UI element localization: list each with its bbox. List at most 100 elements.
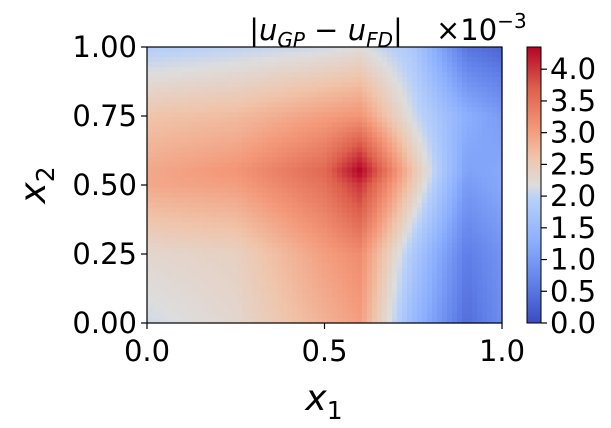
heatmap-cell <box>307 207 313 214</box>
heatmap-cell <box>492 312 498 319</box>
heatmap-cell <box>467 187 473 194</box>
heatmap-cell <box>477 172 483 179</box>
heatmap-cell <box>342 62 348 68</box>
heatmap-cell <box>462 222 468 229</box>
heatmap-cell <box>232 202 238 209</box>
heatmap-cell <box>207 232 213 239</box>
heatmap-cell <box>377 102 383 108</box>
heatmap-cell <box>372 297 378 304</box>
heatmap-cell <box>397 62 403 68</box>
heatmap-cell <box>257 292 263 299</box>
heatmap-cell <box>307 197 313 204</box>
heatmap-cell <box>237 122 243 128</box>
heatmap-cell <box>222 242 228 249</box>
heatmap-cell <box>307 262 313 269</box>
heatmap-cell <box>462 272 468 279</box>
heatmap-cell <box>217 157 223 164</box>
heatmap-cell <box>302 47 308 53</box>
heatmap-cell <box>207 62 213 68</box>
heatmap-cell <box>357 107 363 113</box>
heatmap-cell <box>212 297 218 304</box>
heatmap-cell <box>147 282 153 289</box>
heatmap-cell <box>292 112 298 118</box>
heatmap-cell <box>342 152 348 158</box>
heatmap-cell <box>397 52 403 58</box>
heatmap-cell <box>452 267 458 274</box>
heatmap-cell <box>437 237 443 244</box>
heatmap-cell <box>307 132 313 138</box>
heatmap-cell <box>157 297 163 304</box>
heatmap-cell <box>282 132 288 138</box>
heatmap-cell <box>182 227 188 234</box>
heatmap-cell <box>292 237 298 244</box>
heatmap-cell <box>247 172 253 179</box>
heatmap-cell <box>432 157 438 164</box>
heatmap-cell <box>497 302 503 309</box>
heatmap-cell <box>487 132 493 138</box>
heatmap-cell <box>297 267 303 274</box>
heatmap-cell <box>292 252 298 259</box>
heatmap-cell <box>172 287 178 294</box>
heatmap-cell <box>147 297 153 304</box>
heatmap-cell <box>157 277 163 284</box>
heatmap-cell <box>352 132 358 138</box>
heatmap-cell <box>227 282 233 289</box>
heatmap-cell <box>387 167 393 174</box>
heatmap-cell <box>477 52 483 58</box>
heatmap-cell <box>187 57 193 63</box>
heatmap-cell <box>477 87 483 93</box>
heatmap-cell <box>152 312 158 319</box>
heatmap-cell <box>407 127 413 133</box>
heatmap-cell <box>442 102 448 108</box>
heatmap-cell <box>417 87 423 93</box>
heatmap-cell <box>432 187 438 194</box>
heatmap-cell <box>367 112 373 118</box>
heatmap-cell <box>477 307 483 314</box>
heatmap-cell <box>267 152 273 158</box>
heatmap-cell <box>187 187 193 194</box>
heatmap-cell <box>447 182 453 189</box>
heatmap-cell <box>347 242 353 249</box>
heatmap-cell <box>497 192 503 199</box>
heatmap-cell <box>422 142 428 148</box>
heatmap-cell <box>412 72 418 78</box>
heatmap-cell <box>357 147 363 153</box>
heatmap-cell <box>432 237 438 244</box>
heatmap-cell <box>492 187 498 194</box>
heatmap-cell <box>242 287 248 294</box>
heatmap-cell <box>382 227 388 234</box>
heatmap-cell <box>322 207 328 214</box>
heatmap-cell <box>147 302 153 309</box>
heatmap-cell <box>377 227 383 234</box>
heatmap-cell <box>397 187 403 194</box>
heatmap-cell <box>482 202 488 209</box>
heatmap-cell <box>447 197 453 204</box>
heatmap-cell <box>247 282 253 289</box>
heatmap-cell <box>437 127 443 133</box>
heatmap-cell <box>152 157 158 164</box>
heatmap-cell <box>157 47 163 53</box>
heatmap-cell <box>447 52 453 58</box>
heatmap-cell <box>377 52 383 58</box>
heatmap-cell <box>237 57 243 63</box>
heatmap-cell <box>312 72 318 78</box>
heatmap-cell <box>382 207 388 214</box>
heatmap-cell <box>427 52 433 58</box>
heatmap-cell <box>337 302 343 309</box>
heatmap-cell <box>307 82 313 88</box>
heatmap-cell <box>252 97 258 103</box>
heatmap-cell <box>292 67 298 73</box>
heatmap-cell <box>467 282 473 289</box>
heatmap-cell <box>492 142 498 148</box>
heatmap-cell <box>487 77 493 83</box>
heatmap-cell <box>367 72 373 78</box>
heatmap-cell <box>257 177 263 184</box>
heatmap-cell <box>192 187 198 194</box>
heatmap-cell <box>497 237 503 244</box>
heatmap-cell <box>462 267 468 274</box>
heatmap-cell <box>242 102 248 108</box>
heatmap-cell <box>402 222 408 229</box>
heatmap-cell <box>397 292 403 299</box>
heatmap-cell <box>322 107 328 113</box>
heatmap-cell <box>322 142 328 148</box>
